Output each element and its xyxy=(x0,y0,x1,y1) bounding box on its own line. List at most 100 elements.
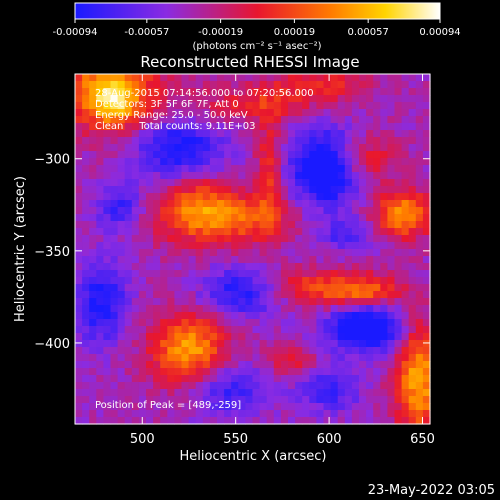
heatmap-cell xyxy=(188,228,197,236)
heatmap-cell xyxy=(309,158,317,166)
heatmap-cell xyxy=(380,396,388,404)
colorbar-tick-label: 0.00019 xyxy=(274,27,315,38)
heatmap-cell xyxy=(266,74,275,82)
heatmap-cell xyxy=(323,158,332,166)
heatmap-cell xyxy=(401,417,410,425)
heatmap-cell xyxy=(394,326,403,334)
heatmap-cell xyxy=(202,179,211,187)
heatmap-cell xyxy=(280,368,289,376)
heatmap-cell xyxy=(394,354,403,362)
heatmap-cell xyxy=(89,312,97,320)
heatmap-cell xyxy=(288,158,296,166)
heatmap-cell xyxy=(131,333,140,341)
heatmap-cell xyxy=(366,102,374,110)
chart-title: Reconstructed RHESSI Image xyxy=(140,53,359,71)
heatmap-cell xyxy=(117,270,126,278)
heatmap-cell xyxy=(302,116,310,124)
heatmap-cell xyxy=(174,410,183,418)
heatmap-cell xyxy=(238,172,246,180)
heatmap-cell xyxy=(209,347,218,355)
heatmap-cell xyxy=(167,291,175,299)
heatmap-cell xyxy=(266,242,275,250)
heatmap-cell xyxy=(266,144,275,152)
heatmap-cell xyxy=(323,179,332,187)
heatmap-cell xyxy=(273,284,282,292)
heatmap-cell xyxy=(153,242,161,250)
heatmap-cell xyxy=(323,382,332,390)
heatmap-cell xyxy=(82,263,90,271)
heatmap-cell xyxy=(295,312,303,320)
heatmap-cell xyxy=(302,249,310,257)
heatmap-cell xyxy=(373,256,381,264)
heatmap-cell xyxy=(138,256,147,264)
heatmap-cell xyxy=(373,249,381,257)
heatmap-cell xyxy=(330,235,339,243)
heatmap-cell xyxy=(415,326,424,334)
heatmap-cell xyxy=(209,410,218,418)
heatmap-cell xyxy=(224,270,232,278)
heatmap-cell xyxy=(167,102,175,110)
heatmap-cell xyxy=(288,347,296,355)
heatmap-cell xyxy=(167,368,175,376)
heatmap-cell xyxy=(415,81,424,89)
heatmap-cell xyxy=(174,228,183,236)
heatmap-cell xyxy=(266,256,275,264)
heatmap-cell xyxy=(124,109,133,117)
heatmap-cell xyxy=(188,81,197,89)
heatmap-cell xyxy=(231,207,239,215)
heatmap-cell xyxy=(351,221,360,229)
heatmap-cell xyxy=(316,109,325,117)
heatmap-cell xyxy=(110,375,119,383)
heatmap-cell xyxy=(309,221,317,229)
heatmap-cell xyxy=(380,368,388,376)
heatmap-cell xyxy=(153,88,161,96)
heatmap-cell xyxy=(394,347,403,355)
heatmap-cell xyxy=(380,109,388,117)
heatmap-cell xyxy=(231,270,239,278)
heatmap-cell xyxy=(422,207,431,215)
heatmap-cell xyxy=(245,207,254,215)
heatmap-cell xyxy=(231,137,239,145)
heatmap-cell xyxy=(302,298,310,306)
heatmap-cell xyxy=(288,242,296,250)
heatmap-cell xyxy=(131,193,140,201)
heatmap-cell xyxy=(153,221,161,229)
heatmap-cell xyxy=(188,116,197,124)
heatmap-cell xyxy=(394,151,403,159)
heatmap-cell xyxy=(245,200,254,208)
heatmap-cell xyxy=(309,116,317,124)
heatmap-cell xyxy=(415,102,424,110)
heatmap-cell xyxy=(295,340,303,348)
heatmap-cell xyxy=(174,389,183,397)
heatmap-cell xyxy=(373,298,381,306)
heatmap-cell xyxy=(359,326,367,334)
heatmap-cell xyxy=(217,186,225,194)
heatmap-cell xyxy=(96,277,104,285)
heatmap-cell xyxy=(408,200,417,208)
heatmap-cell xyxy=(401,193,410,201)
heatmap-cell xyxy=(401,256,410,264)
heatmap-cell xyxy=(415,361,424,369)
heatmap-cell xyxy=(359,81,367,89)
heatmap-cell xyxy=(323,144,332,152)
heatmap-cell xyxy=(238,249,246,257)
heatmap-cell xyxy=(181,263,190,271)
heatmap-cell xyxy=(422,319,431,327)
heatmap-cell xyxy=(117,389,126,397)
heatmap-cell xyxy=(344,347,353,355)
heatmap-cell xyxy=(217,151,225,159)
heatmap-cell xyxy=(124,221,133,229)
colorbar-tick-label: 0.00094 xyxy=(419,27,460,38)
heatmap-cell xyxy=(167,249,175,257)
heatmap-cell xyxy=(323,417,332,425)
heatmap-cell xyxy=(89,298,97,306)
heatmap-cell xyxy=(181,193,190,201)
heatmap-cell xyxy=(238,102,246,110)
heatmap-cell xyxy=(309,256,317,264)
heatmap-cell xyxy=(259,312,268,320)
heatmap-cell xyxy=(394,207,403,215)
heatmap-cell xyxy=(146,396,154,404)
heatmap-cell xyxy=(89,319,97,327)
heatmap-cell xyxy=(224,144,232,152)
heatmap-cell xyxy=(188,200,197,208)
